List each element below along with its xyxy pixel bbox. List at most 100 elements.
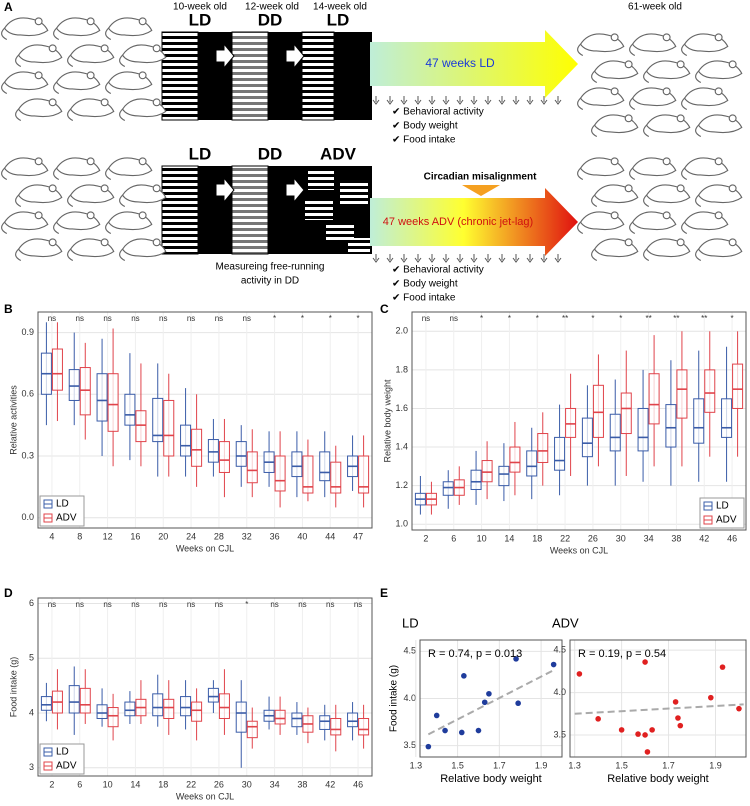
box — [470, 469, 482, 490]
panel-border — [411, 311, 747, 531]
lighting-schedule — [161, 31, 372, 121]
panel-label: B — [4, 302, 13, 316]
significance: ** — [673, 314, 679, 323]
arrow — [526, 254, 534, 263]
mouse — [629, 33, 677, 57]
arrow — [400, 96, 408, 105]
significance: * — [480, 314, 483, 323]
note: Measureing free-running — [216, 262, 325, 273]
box — [565, 407, 577, 438]
arrow — [442, 96, 450, 105]
point — [675, 715, 681, 721]
mouse — [15, 44, 63, 68]
panel-label: A — [4, 0, 13, 14]
box — [319, 715, 331, 730]
x-tick-label: 46 — [353, 779, 363, 789]
mouse — [1, 71, 49, 95]
point — [576, 671, 583, 677]
mouse — [577, 87, 625, 111]
box — [79, 687, 91, 714]
measure: ✔ Body weight — [392, 279, 458, 290]
significance: ns — [270, 600, 278, 609]
significance: ** — [701, 314, 707, 323]
box — [592, 384, 604, 438]
point — [595, 716, 601, 722]
mouse — [681, 33, 729, 57]
x-tick-label: 38 — [671, 533, 681, 543]
legend-label: ADV — [56, 761, 77, 772]
y-tick-label: 1.2 — [395, 480, 408, 490]
box — [135, 410, 147, 443]
box — [124, 393, 136, 426]
y-axis-label: Food intake (g) — [389, 665, 400, 732]
box — [152, 397, 164, 443]
point — [672, 699, 679, 705]
significance: ** — [645, 314, 651, 323]
mouse — [591, 184, 639, 208]
box — [246, 720, 258, 739]
arrow-icon — [462, 185, 500, 196]
y-tick-label: 6 — [29, 598, 34, 608]
arrow — [414, 96, 422, 105]
box — [526, 450, 538, 477]
point — [513, 656, 519, 662]
age: 12-week old — [245, 2, 299, 13]
box — [291, 451, 303, 478]
mouse — [643, 60, 691, 84]
mouse — [119, 98, 167, 122]
arrow — [414, 254, 422, 263]
mouse — [119, 238, 167, 262]
significance: * — [357, 314, 360, 323]
x-tick-label: 36 — [270, 531, 280, 541]
box — [620, 392, 632, 435]
box — [191, 701, 203, 722]
x-tick-label: 18 — [532, 533, 542, 543]
arrow — [386, 254, 394, 263]
x-axis-label: Relative body weight — [440, 773, 542, 785]
significance: * — [536, 314, 539, 323]
mouse — [695, 184, 743, 208]
x-tick-label: 22 — [560, 533, 570, 543]
x-tick-label: 6 — [77, 779, 82, 789]
box — [124, 701, 136, 717]
arrow — [372, 254, 380, 263]
significance: ns — [354, 600, 362, 609]
point — [642, 732, 648, 738]
mouse — [1, 157, 49, 181]
mouse — [681, 211, 729, 235]
x-tick-label: 46 — [727, 533, 737, 543]
trend-line — [427, 669, 555, 736]
mouse — [591, 238, 639, 262]
arrow — [526, 96, 534, 105]
significance: ns — [159, 600, 167, 609]
significance: ns — [215, 600, 223, 609]
timeline-arrow — [370, 30, 578, 98]
panel-border — [37, 597, 373, 777]
point — [649, 727, 655, 733]
age: 10-week old — [173, 2, 227, 13]
y-tick-label: 1.0 — [395, 519, 408, 529]
measure: ✔ Behavioral activity — [392, 107, 484, 118]
chart-title: ADV — [552, 615, 579, 630]
box — [51, 348, 63, 391]
box — [207, 687, 219, 703]
y-tick-label: 1.4 — [395, 441, 408, 451]
y-tick-label: 5 — [29, 653, 34, 663]
box — [732, 363, 744, 409]
box — [191, 428, 203, 467]
mouse — [67, 238, 115, 262]
arrow — [428, 254, 436, 263]
significance: ns — [48, 600, 56, 609]
measure: ✔ Food intake — [392, 293, 456, 304]
mouse — [15, 98, 63, 122]
panel-label: D — [4, 586, 13, 600]
mouse — [67, 184, 115, 208]
misalignment: Circadian misalignment — [424, 172, 537, 183]
box — [163, 399, 175, 457]
x-tick-label: 42 — [699, 533, 709, 543]
significance: ns — [159, 314, 167, 323]
x-tick-label: 1.3 — [568, 760, 581, 770]
significance: * — [731, 314, 734, 323]
x-tick-label: 24 — [186, 531, 196, 541]
